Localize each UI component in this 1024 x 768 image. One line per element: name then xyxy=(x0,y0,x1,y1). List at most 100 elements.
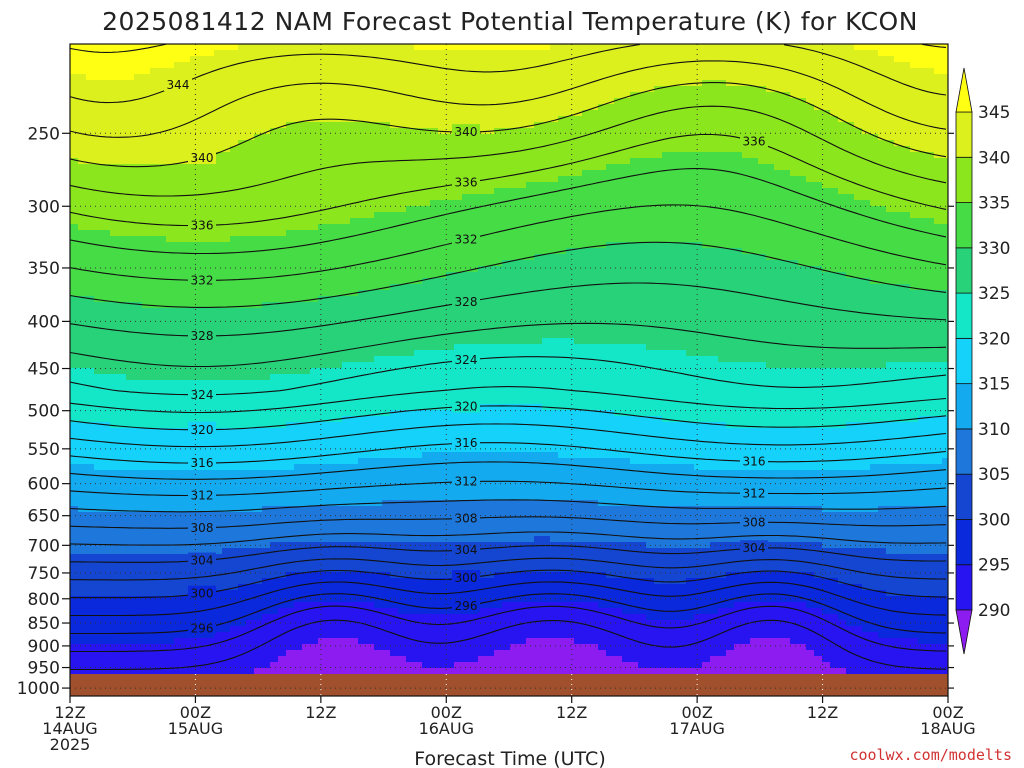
field-cell xyxy=(214,74,223,81)
field-cell xyxy=(158,314,167,321)
field-cell xyxy=(270,188,279,195)
field-cell xyxy=(630,68,639,75)
field-cell xyxy=(118,278,127,285)
field-cell xyxy=(366,212,375,219)
field-cell xyxy=(678,140,687,147)
field-cell xyxy=(870,266,879,273)
field-cell xyxy=(94,236,103,243)
field-cell xyxy=(310,266,319,273)
field-cell xyxy=(94,62,103,69)
field-cell xyxy=(654,212,663,219)
field-cell xyxy=(542,62,551,69)
field-cell xyxy=(294,308,303,315)
field-cell xyxy=(582,170,591,177)
field-cell xyxy=(686,212,695,219)
field-cell xyxy=(182,290,191,297)
field-cell xyxy=(118,194,127,201)
field-cell xyxy=(366,224,375,231)
field-cell xyxy=(870,164,879,171)
field-cell xyxy=(774,104,783,111)
field-cell xyxy=(798,62,807,69)
field-cell xyxy=(70,74,79,81)
field-cell xyxy=(198,128,207,135)
field-cell xyxy=(526,176,535,183)
field-cell xyxy=(78,74,87,81)
field-cell xyxy=(598,44,607,51)
field-cell xyxy=(534,134,543,141)
field-cell xyxy=(526,152,535,159)
field-cell xyxy=(110,122,119,129)
field-cell xyxy=(542,302,551,309)
field-cell xyxy=(670,218,679,225)
field-cell xyxy=(270,266,279,273)
field-cell xyxy=(126,284,135,291)
field-cell xyxy=(158,80,167,87)
field-cell xyxy=(646,68,655,75)
field-cell xyxy=(726,50,735,57)
field-cell xyxy=(710,308,719,315)
field-cell xyxy=(806,170,815,177)
field-cell xyxy=(126,224,135,231)
field-cell xyxy=(430,206,439,213)
field-cell xyxy=(790,254,799,261)
field-cell xyxy=(158,194,167,201)
field-cell xyxy=(382,242,391,249)
field-cell xyxy=(350,44,359,51)
field-cell xyxy=(646,194,655,201)
field-cell xyxy=(302,308,311,315)
field-cell xyxy=(782,230,791,237)
field-cell xyxy=(446,230,455,237)
field-cell xyxy=(718,74,727,81)
field-cell xyxy=(622,302,631,309)
field-cell xyxy=(902,188,911,195)
field-cell xyxy=(382,80,391,87)
field-cell xyxy=(222,224,231,231)
field-cell xyxy=(934,200,943,207)
field-cell xyxy=(574,278,583,285)
field-cell xyxy=(518,86,527,93)
field-cell xyxy=(734,104,743,111)
field-cell xyxy=(246,104,255,111)
field-cell xyxy=(318,146,327,153)
field-cell xyxy=(430,266,439,273)
field-cell xyxy=(942,128,948,135)
field-cell xyxy=(670,290,679,297)
field-cell xyxy=(502,44,511,51)
field-cell xyxy=(286,92,295,99)
field-cell xyxy=(86,44,95,51)
field-cell xyxy=(134,182,143,189)
field-cell xyxy=(286,188,295,195)
field-cell xyxy=(654,158,663,165)
field-cell xyxy=(710,296,719,303)
field-cell xyxy=(174,188,183,195)
field-cell xyxy=(638,44,647,51)
field-cell xyxy=(262,254,271,261)
field-cell xyxy=(806,296,815,303)
field-cell xyxy=(606,242,615,249)
field-cell xyxy=(654,296,663,303)
field-cell xyxy=(342,164,351,171)
field-cell xyxy=(454,74,463,81)
field-cell xyxy=(374,296,383,303)
field-cell xyxy=(126,278,135,285)
field-cell xyxy=(478,272,487,279)
field-cell xyxy=(446,206,455,213)
field-cell xyxy=(806,206,815,213)
field-cell xyxy=(910,284,919,291)
field-cell xyxy=(942,308,948,315)
field-cell xyxy=(182,104,191,111)
field-cell xyxy=(398,200,407,207)
field-cell xyxy=(806,266,815,273)
field-cell xyxy=(542,284,551,291)
field-cell xyxy=(414,224,423,231)
field-cell xyxy=(326,56,335,63)
field-cell xyxy=(262,278,271,285)
field-cell xyxy=(686,254,695,261)
field-cell xyxy=(94,152,103,159)
field-cell xyxy=(374,134,383,141)
field-cell xyxy=(158,62,167,69)
field-cell xyxy=(630,62,639,69)
field-cell xyxy=(902,74,911,81)
field-cell xyxy=(238,206,247,213)
field-cell xyxy=(886,248,895,255)
